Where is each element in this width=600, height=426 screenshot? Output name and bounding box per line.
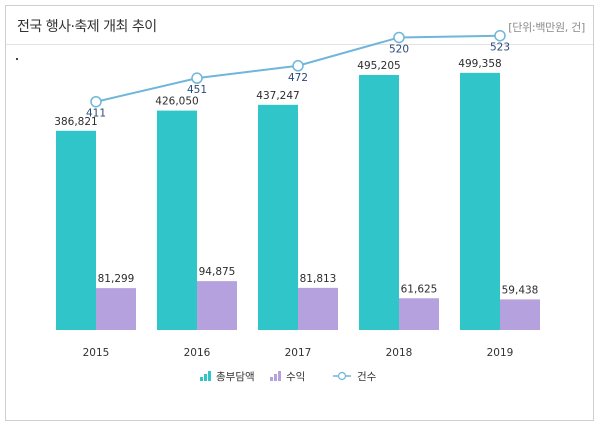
- bar-total-2017: [258, 104, 298, 331]
- count-point-2016: [191, 72, 203, 84]
- bar-total-2015: [56, 130, 96, 330]
- bar-total-label-2018: 495,205: [357, 60, 400, 72]
- legend-revenue-icon: [270, 371, 281, 381]
- bar-total-2019: [460, 72, 500, 331]
- x-tick-2018: 2018: [386, 347, 413, 359]
- bar-revenue-2015: [96, 288, 136, 330]
- bar-total-label-2016: 426,050: [155, 96, 198, 108]
- bar-revenue-label-2019: 59,438: [502, 284, 539, 296]
- count-point-2017: [292, 60, 304, 72]
- bar-total-label-2019: 499,358: [458, 58, 501, 70]
- bar-revenue-label-2016: 94,875: [199, 266, 236, 278]
- chart-title: 전국 행사·축제 개최 추이: [17, 19, 157, 35]
- bar-total-label-2015: 386,821: [54, 116, 97, 128]
- count-label-2019: 523: [490, 42, 510, 54]
- bar-revenue-2016: [197, 281, 237, 330]
- bar-revenue-2019: [500, 299, 540, 330]
- bar-total-2016: [157, 110, 197, 331]
- x-tick-2019: 2019: [487, 347, 514, 359]
- legend-revenue-label: 수익: [286, 371, 305, 383]
- bar-total-label-2017: 437,247: [256, 90, 299, 102]
- bar-revenue-label-2015: 81,299: [98, 273, 135, 285]
- chart-header: 전국 행사·축제 개최 추이 [단위:백만원, 건]: [6, 6, 593, 45]
- count-point-2018: [393, 31, 405, 44]
- x-tick-2015: 2015: [83, 347, 110, 359]
- count-label-2018: 520: [389, 43, 409, 55]
- bar-revenue-2018: [399, 298, 439, 330]
- legend-count-icon-dot: [337, 371, 347, 381]
- bar-total-2018: [359, 74, 399, 330]
- bar-revenue-2017: [298, 287, 338, 330]
- x-tick-2017: 2017: [285, 347, 312, 359]
- count-point-2015: [90, 95, 102, 108]
- count-point-2019: [494, 29, 506, 42]
- bar-revenue-label-2018: 61,625: [401, 283, 438, 295]
- x-tick-2016: 2016: [184, 347, 211, 359]
- legend-total-icon: [200, 371, 211, 381]
- unit-label: [단위:백만원, 건]: [508, 21, 585, 34]
- count-label-2016: 451: [187, 84, 207, 96]
- legend-count-label: 건수: [357, 371, 377, 383]
- count-label-2017: 472: [288, 72, 308, 84]
- bar-revenue-label-2017: 81,813: [300, 273, 337, 285]
- stray-dot: [16, 58, 18, 60]
- legend-total-label: 총부담액: [216, 371, 255, 383]
- count-label-2015: 411: [86, 108, 106, 120]
